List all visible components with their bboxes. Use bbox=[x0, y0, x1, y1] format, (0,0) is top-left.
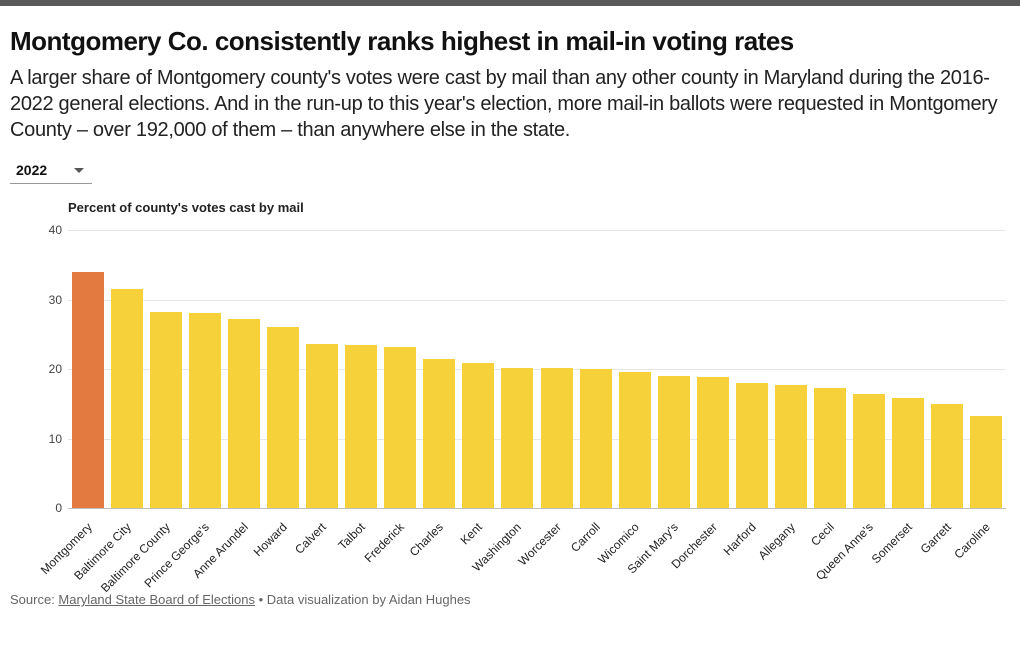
y-tick-label: 20 bbox=[28, 362, 62, 376]
bar[interactable] bbox=[462, 363, 494, 508]
bar[interactable] bbox=[658, 376, 690, 508]
x-tick-label: Worcester bbox=[515, 520, 563, 568]
x-tick-label: Cecil bbox=[808, 520, 837, 549]
bar[interactable] bbox=[736, 383, 768, 508]
bar[interactable] bbox=[580, 369, 612, 508]
y-tick-label: 40 bbox=[28, 223, 62, 237]
chevron-down-icon bbox=[74, 168, 84, 173]
bar[interactable] bbox=[853, 394, 885, 508]
bar-chart: Percent of county's votes cast by mail 0… bbox=[10, 198, 1010, 588]
bar[interactable] bbox=[384, 347, 416, 508]
bar[interactable] bbox=[775, 385, 807, 508]
source-link[interactable]: Maryland State Board of Elections bbox=[58, 592, 255, 607]
year-dropdown[interactable]: 2022 bbox=[10, 157, 92, 184]
y-tick-label: 10 bbox=[28, 432, 62, 446]
source-suffix: • Data visualization by Aidan Hughes bbox=[255, 592, 471, 607]
x-tick-label: Charles bbox=[407, 520, 446, 559]
y-tick-label: 0 bbox=[28, 501, 62, 515]
bar[interactable] bbox=[267, 327, 299, 508]
x-tick-label: Kent bbox=[458, 520, 485, 547]
bar[interactable] bbox=[931, 404, 963, 508]
bar[interactable] bbox=[423, 359, 455, 508]
x-tick-label: Harford bbox=[721, 520, 759, 558]
bar[interactable] bbox=[541, 368, 573, 508]
y-tick-label: 30 bbox=[28, 293, 62, 307]
bar[interactable] bbox=[970, 416, 1002, 508]
bar[interactable] bbox=[72, 272, 104, 508]
bar[interactable] bbox=[619, 372, 651, 508]
x-tick-label: Howard bbox=[251, 520, 290, 559]
x-tick-label: Carroll bbox=[568, 520, 603, 555]
page-title: Montgomery Co. consistently ranks highes… bbox=[10, 26, 1010, 57]
main-container: Montgomery Co. consistently ranks highes… bbox=[0, 6, 1020, 607]
bar[interactable] bbox=[111, 289, 143, 508]
source-prefix: Source: bbox=[10, 592, 58, 607]
x-tick-label: Talbot bbox=[335, 520, 368, 553]
x-axis-baseline bbox=[68, 508, 1006, 509]
year-dropdown-value: 2022 bbox=[16, 162, 47, 178]
x-tick-label: Calvert bbox=[292, 520, 329, 557]
x-tick-label: Baltimore County bbox=[98, 520, 173, 595]
bar[interactable] bbox=[228, 319, 260, 508]
bar[interactable] bbox=[345, 345, 377, 508]
x-tick-label: Somerset bbox=[869, 520, 915, 566]
bar[interactable] bbox=[150, 312, 182, 508]
bar[interactable] bbox=[814, 388, 846, 508]
bars-group bbox=[68, 230, 1006, 508]
x-tick-label: Caroline bbox=[952, 520, 994, 562]
x-tick-label: Allegany bbox=[755, 520, 797, 562]
source-line: Source: Maryland State Board of Election… bbox=[10, 592, 1010, 607]
bar[interactable] bbox=[189, 313, 221, 508]
bar[interactable] bbox=[697, 377, 729, 508]
page-subtitle: A larger share of Montgomery county's vo… bbox=[10, 65, 1010, 143]
x-tick-label: Garrett bbox=[918, 520, 954, 556]
y-axis-title: Percent of county's votes cast by mail bbox=[68, 200, 304, 215]
bar[interactable] bbox=[892, 398, 924, 508]
bar[interactable] bbox=[306, 344, 338, 508]
bar[interactable] bbox=[501, 368, 533, 508]
x-tick-label: Frederick bbox=[362, 520, 407, 565]
